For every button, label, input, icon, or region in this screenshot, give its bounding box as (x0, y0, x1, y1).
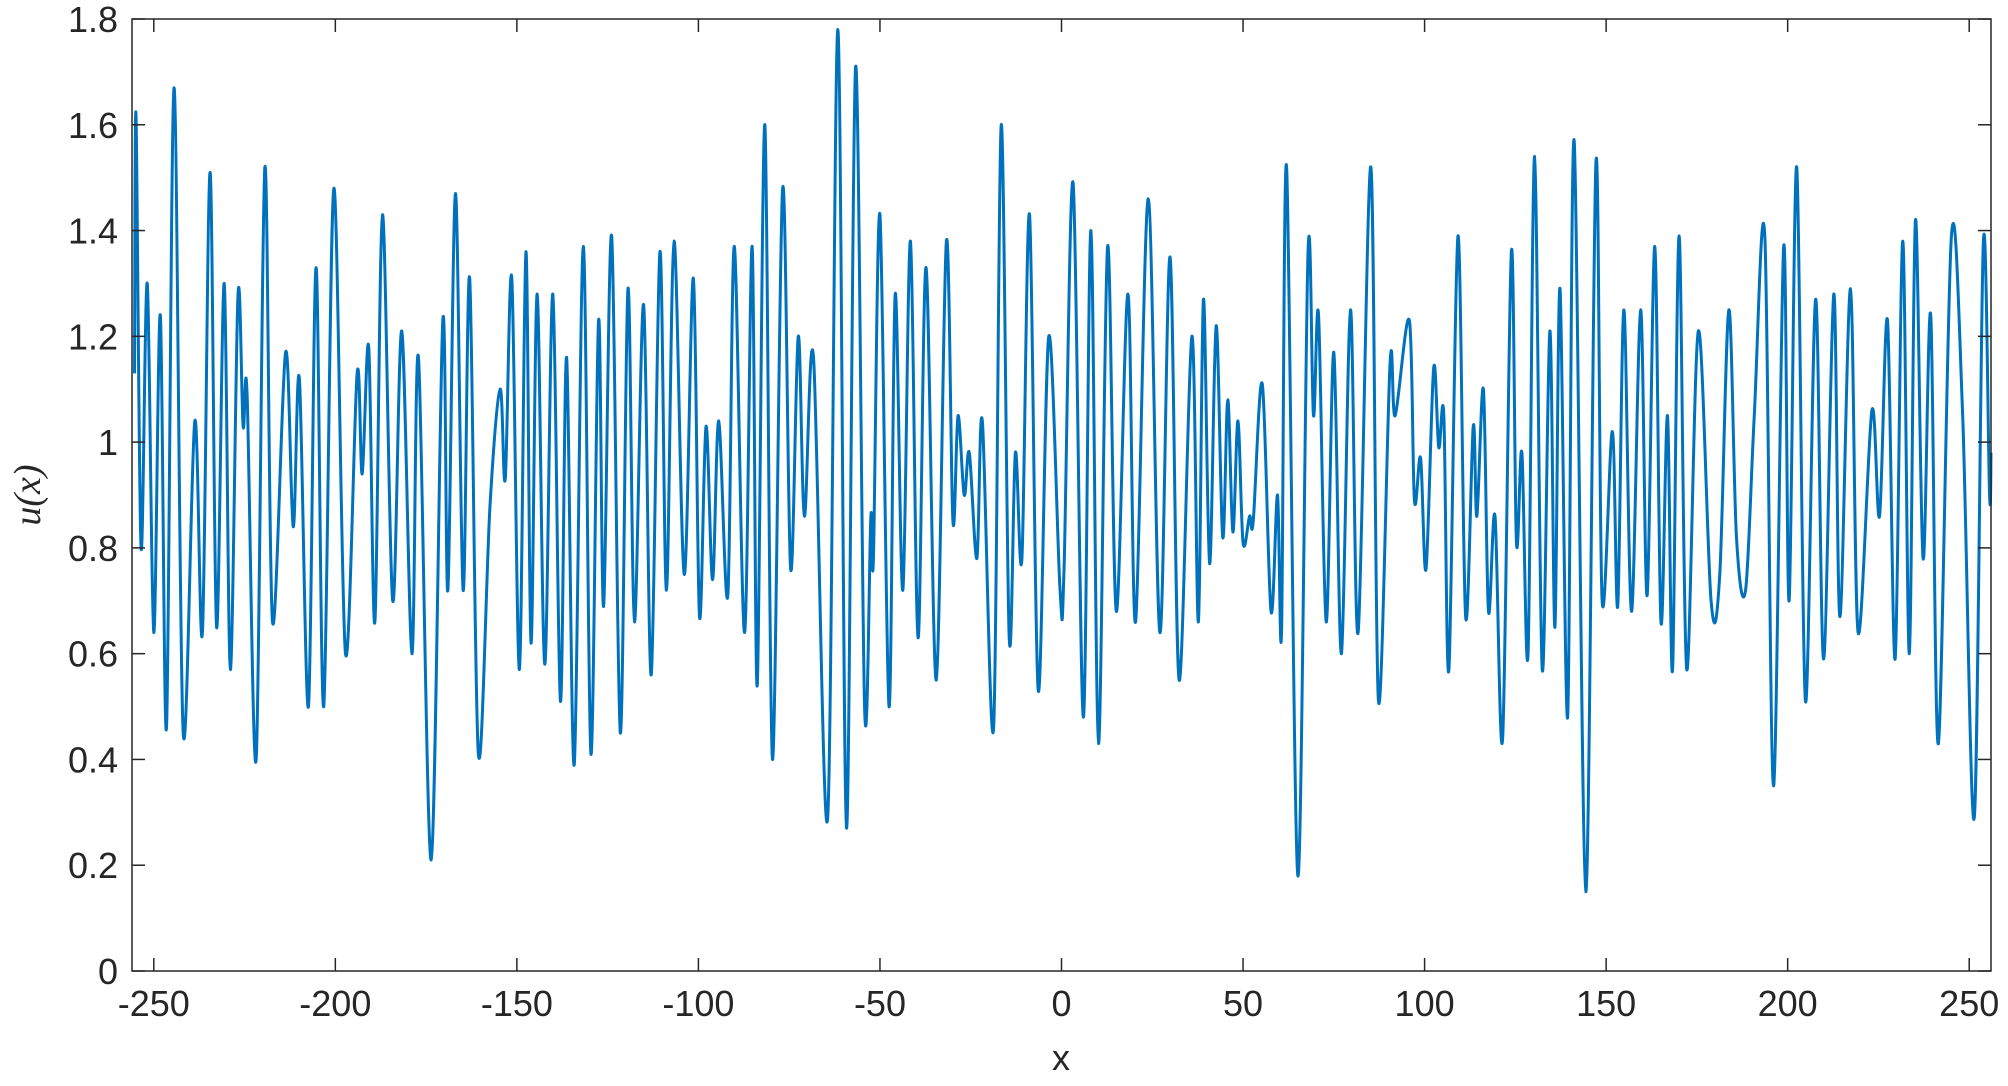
x-tick-label: -250 (118, 983, 190, 1024)
x-tick-label: 150 (1576, 983, 1636, 1024)
y-axis-label: u(x) (7, 464, 49, 525)
y-tick-label: 0.4 (68, 739, 118, 780)
y-tick-label: 0.2 (68, 845, 118, 886)
x-tick-label: 0 (1051, 983, 1071, 1024)
y-tick-label: 0.8 (68, 528, 118, 569)
axes-box (131, 18, 1992, 972)
x-tick-label: -150 (481, 983, 553, 1024)
x-tick-label: -200 (299, 983, 371, 1024)
y-tick-label: 1 (98, 422, 118, 463)
x-tick-label: 100 (1395, 983, 1455, 1024)
x-tick-label: 200 (1758, 983, 1818, 1024)
y-tick-label: 0 (98, 951, 118, 992)
y-tick-label: 0.6 (68, 634, 118, 675)
x-tick-label: 50 (1223, 983, 1263, 1024)
y-tick-label: 1.4 (68, 211, 118, 252)
x-axis-label: x (1052, 1037, 1070, 1078)
y-tick-label: 1.2 (68, 316, 118, 357)
x-tick-label: -100 (662, 983, 734, 1024)
y-tick-label: 1.6 (68, 105, 118, 146)
y-tick-label: 1.8 (68, 0, 118, 40)
x-tick-label: -50 (854, 983, 906, 1024)
x-tick-label: 250 (1939, 983, 1999, 1024)
data-line (133, 28, 1993, 894)
